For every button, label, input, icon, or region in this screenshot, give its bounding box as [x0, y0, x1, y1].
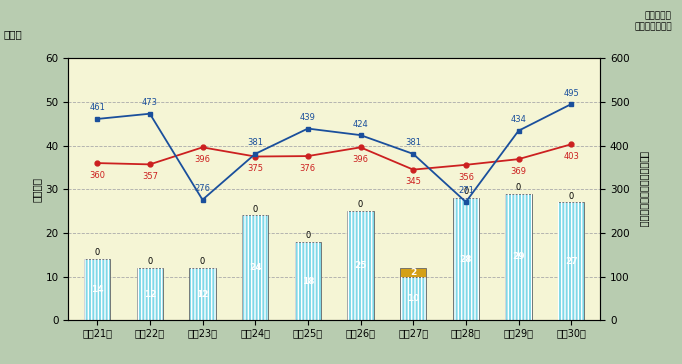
Text: （人）: （人）	[3, 29, 22, 39]
Text: 369: 369	[511, 167, 527, 176]
Text: 276: 276	[194, 184, 211, 193]
Text: 461: 461	[89, 103, 105, 112]
Bar	[400, 277, 426, 320]
Text: 2: 2	[410, 268, 416, 277]
Text: 0: 0	[569, 191, 574, 201]
Bar	[190, 268, 216, 320]
Text: 381: 381	[247, 138, 263, 147]
Bar	[453, 198, 479, 320]
Text: 27: 27	[565, 257, 578, 266]
Bar	[347, 211, 374, 320]
Bar	[84, 259, 110, 320]
Bar	[558, 202, 584, 320]
Text: 0: 0	[306, 231, 310, 240]
Text: 0: 0	[95, 248, 100, 257]
Text: 376: 376	[300, 164, 316, 173]
Bar	[400, 268, 426, 277]
Text: 345: 345	[405, 178, 421, 186]
Text: 25: 25	[354, 261, 367, 270]
Bar	[505, 194, 532, 320]
Text: 12: 12	[144, 290, 156, 298]
Text: 424: 424	[353, 119, 368, 128]
Text: 0: 0	[463, 187, 469, 196]
Text: 24: 24	[249, 264, 261, 272]
Text: 271: 271	[458, 186, 474, 195]
Bar	[190, 268, 216, 320]
Text: 0: 0	[252, 205, 258, 214]
Bar	[84, 259, 110, 320]
Text: 356: 356	[458, 173, 474, 182]
Bar	[347, 211, 374, 320]
Text: 473: 473	[142, 98, 158, 107]
Text: 434: 434	[511, 115, 527, 124]
Text: 10: 10	[407, 294, 419, 303]
Text: 381: 381	[405, 138, 421, 147]
Text: 14: 14	[91, 285, 104, 294]
Text: 28: 28	[460, 255, 472, 264]
Text: 495: 495	[563, 88, 579, 98]
Text: 18: 18	[301, 277, 314, 285]
Bar	[295, 242, 321, 320]
Bar	[242, 215, 268, 320]
Bar	[400, 277, 426, 320]
Text: 357: 357	[142, 172, 158, 181]
Text: 396: 396	[353, 155, 368, 164]
Text: 29: 29	[512, 253, 525, 261]
Text: （各年中）
（件、百万円）: （各年中） （件、百万円）	[634, 11, 672, 32]
Text: 0: 0	[516, 183, 521, 192]
Y-axis label: 流出事故発生件数及び損害額: 流出事故発生件数及び損害額	[639, 151, 649, 228]
Text: 396: 396	[194, 155, 211, 164]
Bar	[242, 215, 268, 320]
Bar	[295, 242, 321, 320]
Bar	[558, 202, 584, 320]
Text: 0: 0	[147, 257, 153, 266]
Text: 0: 0	[358, 200, 363, 209]
Text: 439: 439	[300, 113, 316, 122]
Text: 375: 375	[247, 165, 263, 173]
Bar	[136, 268, 163, 320]
Text: 12: 12	[196, 290, 209, 298]
Bar	[453, 198, 479, 320]
Text: 403: 403	[563, 152, 579, 161]
Text: 360: 360	[89, 171, 105, 180]
Y-axis label: 死傷者数: 死傷者数	[31, 177, 41, 202]
Text: 0: 0	[200, 257, 205, 266]
Bar	[505, 194, 532, 320]
Bar	[136, 268, 163, 320]
